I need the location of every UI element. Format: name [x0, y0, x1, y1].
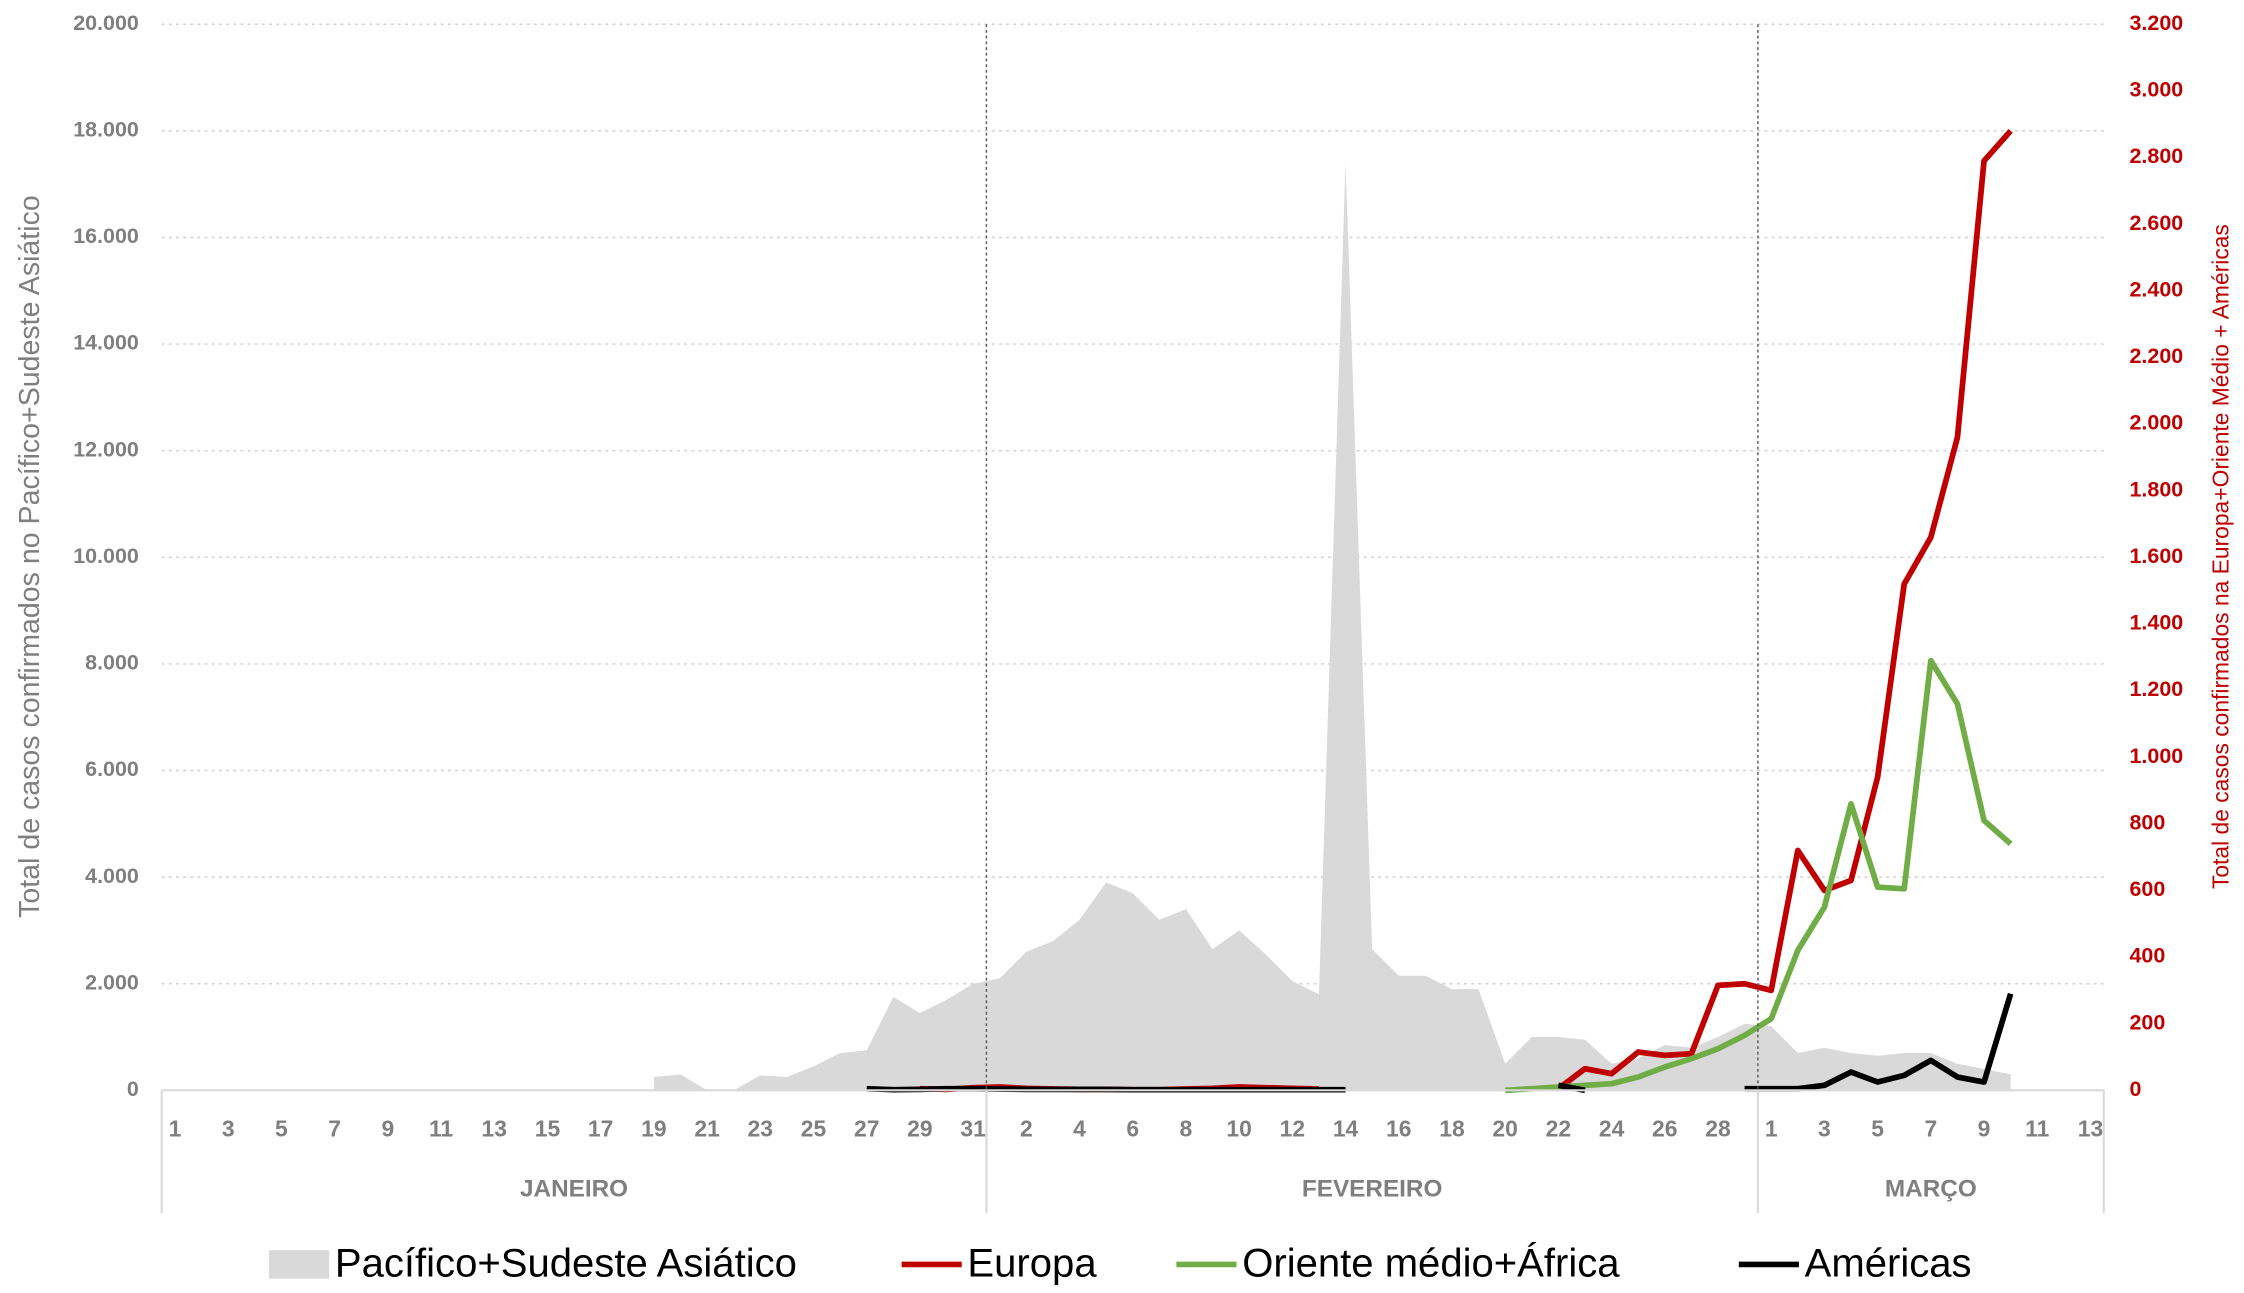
- y2-tick-label: 2.600: [2130, 211, 2184, 235]
- x-tick-label: 4: [1073, 1115, 1086, 1141]
- x-tick-label: 5: [275, 1115, 288, 1141]
- x-tick-label: 17: [588, 1115, 613, 1141]
- x-tick-label: 1: [1765, 1115, 1778, 1141]
- x-tick-label: 5: [1871, 1115, 1884, 1141]
- y2-tick-label: 2.200: [2130, 344, 2184, 368]
- y-tick-label: 14.000: [73, 331, 139, 355]
- y2-axis-title: Total de casos confirmados na Europa+Ori…: [2208, 224, 2234, 889]
- month-label: FEVEREIRO: [1302, 1176, 1443, 1203]
- y-tick-label: 16.000: [73, 224, 139, 248]
- y2-tick-label: 2.800: [2130, 144, 2184, 168]
- month-label: MARÇO: [1885, 1176, 1977, 1203]
- y-tick-label: 6.000: [85, 757, 139, 781]
- y2-tick-label: 1.200: [2130, 677, 2184, 701]
- x-tick-label: 29: [907, 1115, 932, 1141]
- x-tick-label: 9: [1978, 1115, 1991, 1141]
- x-tick-label: 26: [1652, 1115, 1677, 1141]
- x-tick-label: 28: [1705, 1115, 1731, 1141]
- x-tick-label: 11: [2025, 1115, 2049, 1141]
- y-tick-label: 0: [127, 1077, 139, 1101]
- x-tick-label: 19: [641, 1115, 666, 1141]
- x-tick-label: 31: [960, 1115, 986, 1141]
- legend-label: Américas: [1805, 1241, 1972, 1285]
- x-tick-label: 9: [381, 1115, 394, 1141]
- x-tick-label: 1: [169, 1115, 182, 1141]
- y-tick-label: 18.000: [73, 118, 139, 142]
- x-tick-label: 27: [854, 1115, 879, 1141]
- y2-tick-label: 0: [2130, 1077, 2142, 1101]
- y2-tick-label: 2.400: [2130, 277, 2184, 301]
- x-tick-label: 23: [748, 1115, 773, 1141]
- y-tick-label: 10.000: [73, 544, 139, 568]
- y2-tick-label: 2.000: [2130, 411, 2184, 435]
- x-tick-label: 13: [2078, 1115, 2103, 1141]
- legend-label: Pacífico+Sudeste Asiático: [335, 1241, 797, 1285]
- y2-tick-label: 600: [2130, 877, 2166, 901]
- x-tick-label: 2: [1020, 1115, 1033, 1141]
- x-tick-label: 18: [1439, 1115, 1465, 1141]
- y2-tick-label: 1.800: [2130, 477, 2184, 501]
- x-tick-label: 22: [1546, 1115, 1571, 1141]
- y2-tick-label: 400: [2130, 944, 2166, 968]
- x-tick-label: 12: [1280, 1115, 1305, 1141]
- legend-label: Oriente médio+África: [1242, 1240, 1620, 1285]
- y-tick-label: 8.000: [85, 651, 139, 675]
- x-tick-label: 14: [1333, 1115, 1359, 1141]
- y2-tick-label: 800: [2130, 810, 2166, 834]
- y-tick-label: 20.000: [73, 11, 139, 35]
- x-tick-label: 21: [694, 1115, 720, 1141]
- area-series: [653, 162, 2011, 1091]
- x-tick-label: 24: [1599, 1115, 1625, 1141]
- x-tick-label: 10: [1226, 1115, 1251, 1141]
- y2-tick-label: 200: [2130, 1010, 2166, 1034]
- x-tick-label: 8: [1180, 1115, 1193, 1141]
- legend-label: Europa: [967, 1241, 1097, 1285]
- legend-swatch: [269, 1250, 330, 1279]
- y-tick-label: 12.000: [73, 437, 139, 461]
- x-tick-label: 13: [482, 1115, 507, 1141]
- y2-tick-label: 1.600: [2130, 544, 2184, 568]
- x-tick-label: 25: [801, 1115, 827, 1141]
- y-axis-title: Total de casos confirmados no Pacífico+S…: [14, 195, 46, 918]
- y2-tick-label: 3.200: [2130, 11, 2184, 35]
- x-tick-label: 15: [535, 1115, 561, 1141]
- x-tick-label: 3: [1818, 1115, 1831, 1141]
- month-label: JANEIRO: [520, 1176, 628, 1203]
- y2-tick-label: 3.000: [2130, 78, 2184, 102]
- y-tick-label: 4.000: [85, 864, 139, 888]
- x-tick-label: 16: [1386, 1115, 1411, 1141]
- line-series: [1505, 657, 2013, 1094]
- x-tick-label: 7: [1924, 1115, 1937, 1141]
- x-tick-label: 7: [328, 1115, 341, 1141]
- x-tick-label: 11: [429, 1115, 453, 1141]
- x-tick-label: 6: [1126, 1115, 1139, 1141]
- y2-tick-label: 1.400: [2130, 611, 2184, 635]
- y-tick-label: 2.000: [85, 970, 139, 994]
- y2-tick-label: 1.000: [2130, 744, 2184, 768]
- x-tick-label: 3: [222, 1115, 235, 1141]
- x-tick-label: 20: [1492, 1115, 1517, 1141]
